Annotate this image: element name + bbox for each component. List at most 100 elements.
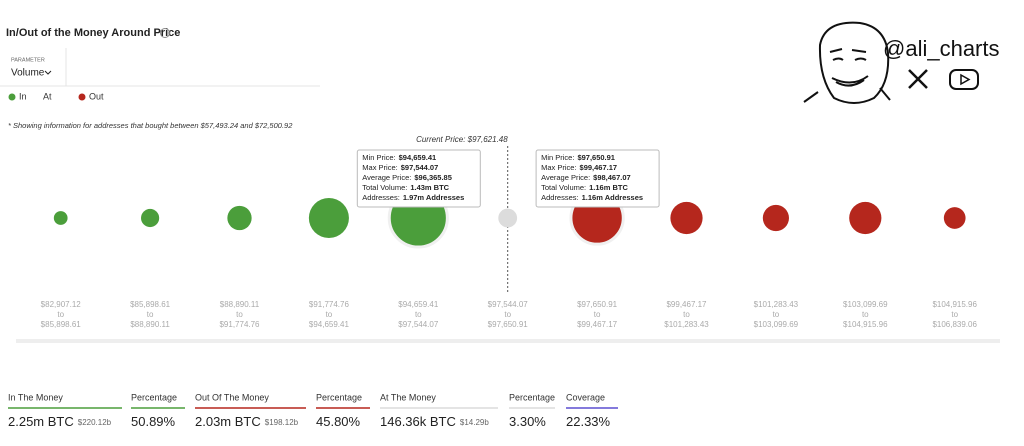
summary-number: 45.80% xyxy=(316,414,361,429)
range-from: $88,890.11 xyxy=(220,300,260,309)
tooltip-key: Total Volume: xyxy=(362,183,407,192)
tooltip-value: $98,467.07 xyxy=(593,173,631,182)
range-from: $97,544.07 xyxy=(488,300,529,309)
tooltip-line: Total Volume: 1.43m BTC xyxy=(362,183,449,192)
range-to: $106,839.06 xyxy=(932,320,977,329)
summary-label: At The Money xyxy=(380,392,436,402)
parameter-label: PARAMETER xyxy=(11,57,45,63)
legend-dot xyxy=(8,93,16,101)
summary-label: Out Of The Money xyxy=(195,392,269,402)
x-icon[interactable] xyxy=(908,69,928,89)
range-to: $103,099.69 xyxy=(754,320,799,329)
tooltip-value: $96,365.85 xyxy=(414,173,452,182)
tooltip xyxy=(356,149,481,208)
tooltip-key: Min Price: xyxy=(362,153,395,162)
range-to-word: to xyxy=(773,310,780,319)
legend-dot xyxy=(78,93,86,101)
summary-number: 22.33% xyxy=(566,414,611,429)
bubble xyxy=(943,207,966,229)
summary-label: Percentage xyxy=(509,392,555,402)
bubble xyxy=(670,201,703,235)
tooltip-value: 1.97m Addresses xyxy=(403,193,464,202)
tooltip-key: Average Price: xyxy=(541,173,590,182)
tooltip-line: Max Price: $97,544.07 xyxy=(362,163,438,172)
tooltip-value: 1.16m Addresses xyxy=(582,193,643,202)
tooltip-line: Addresses: 1.97m Addresses xyxy=(362,193,464,202)
summary-usd: $14.29b xyxy=(460,418,489,427)
range-to: $97,650.91 xyxy=(488,320,529,329)
tooltip-line: Min Price: $94,659.41 xyxy=(362,153,436,162)
bubble xyxy=(227,205,252,231)
note: * Showing information for addresses that… xyxy=(8,121,293,130)
legend-label: Out xyxy=(89,91,104,101)
tooltip-value: $94,659.41 xyxy=(399,153,437,162)
summary-value: 22.33% xyxy=(566,414,611,429)
summary-number: 146.36k BTC xyxy=(380,414,456,429)
range-to: $101,283.43 xyxy=(664,320,709,329)
scrollbar[interactable] xyxy=(16,339,1000,343)
range-to: $94,659.41 xyxy=(309,320,350,329)
bubble xyxy=(141,208,160,228)
range-to-word: to xyxy=(326,310,333,319)
tooltip-value: $97,650.91 xyxy=(577,153,615,162)
summary-number: 2.03m BTC xyxy=(195,414,261,429)
tooltip-key: Total Volume: xyxy=(541,183,586,192)
summary-usd: $198.12b xyxy=(265,418,299,427)
range-to-word: to xyxy=(504,310,511,319)
range-from: $91,774.76 xyxy=(309,300,350,309)
range-to: $85,898.61 xyxy=(41,320,82,329)
range-to: $97,544.07 xyxy=(398,320,439,329)
range-to-word: to xyxy=(415,310,422,319)
legend-label: At xyxy=(43,91,52,101)
tooltip-key: Min Price: xyxy=(541,153,574,162)
tooltip-value: $97,544.07 xyxy=(401,163,439,172)
range-to-word: to xyxy=(147,310,154,319)
tooltip-line: Total Volume: 1.16m BTC xyxy=(541,183,628,192)
tooltip-line: Min Price: $97,650.91 xyxy=(541,153,615,162)
parameter-value[interactable]: Volume xyxy=(11,68,45,79)
range-from: $94,659.41 xyxy=(398,300,439,309)
youtube-play xyxy=(960,73,971,86)
range-to-word: to xyxy=(683,310,690,319)
range-from: $97,650.91 xyxy=(577,300,618,309)
tooltip-value: 1.16m BTC xyxy=(589,183,628,192)
summary-value: 3.30% xyxy=(509,414,546,429)
tooltip xyxy=(535,149,660,208)
current-price-label: Current Price: $97,621.48 xyxy=(416,135,508,144)
bubble xyxy=(498,208,518,228)
youtube-icon[interactable] xyxy=(949,69,979,90)
summary-usd: $220.12b xyxy=(78,418,112,427)
bubble xyxy=(53,211,68,225)
title: In/Out of the Money Around Price xyxy=(6,27,180,39)
summary-number: 50.89% xyxy=(131,414,176,429)
range-to-word: to xyxy=(951,310,958,319)
tooltip-line: Addresses: 1.16m Addresses xyxy=(541,193,643,202)
tooltip-line: Average Price: $96,365.85 xyxy=(362,173,452,182)
range-to: $88,890.11 xyxy=(130,320,170,329)
tooltip-key: Average Price: xyxy=(362,173,411,182)
info-icon[interactable] xyxy=(160,28,170,38)
summary-label: Percentage xyxy=(316,392,362,402)
range-to: $91,774.76 xyxy=(219,320,260,329)
range-to-word: to xyxy=(862,310,869,319)
brand-handle: @ali_charts xyxy=(883,36,1000,61)
range-from: $85,898.61 xyxy=(130,300,171,309)
tooltip-key: Addresses: xyxy=(362,193,400,202)
bubble xyxy=(762,204,789,232)
range-to: $99,467.17 xyxy=(577,320,618,329)
legend-label: In xyxy=(19,91,27,101)
tooltip-value: 1.43m BTC xyxy=(410,183,449,192)
summary-number: 2.25m BTC xyxy=(8,414,74,429)
tooltip-line: Average Price: $98,467.07 xyxy=(541,173,631,182)
tooltip-key: Max Price: xyxy=(362,163,397,172)
range-to-word: to xyxy=(236,310,243,319)
tooltip-value: $99,467.17 xyxy=(580,163,618,172)
tooltip-line: Max Price: $99,467.17 xyxy=(541,163,617,172)
tooltip-key: Addresses: xyxy=(541,193,579,202)
dropdown-arrow[interactable] xyxy=(44,70,52,75)
summary-value: 146.36k BTC $14.29b xyxy=(380,414,489,429)
range-to: $104,915.96 xyxy=(843,320,888,329)
summary-value: 2.03m BTC $198.12b xyxy=(195,414,299,429)
